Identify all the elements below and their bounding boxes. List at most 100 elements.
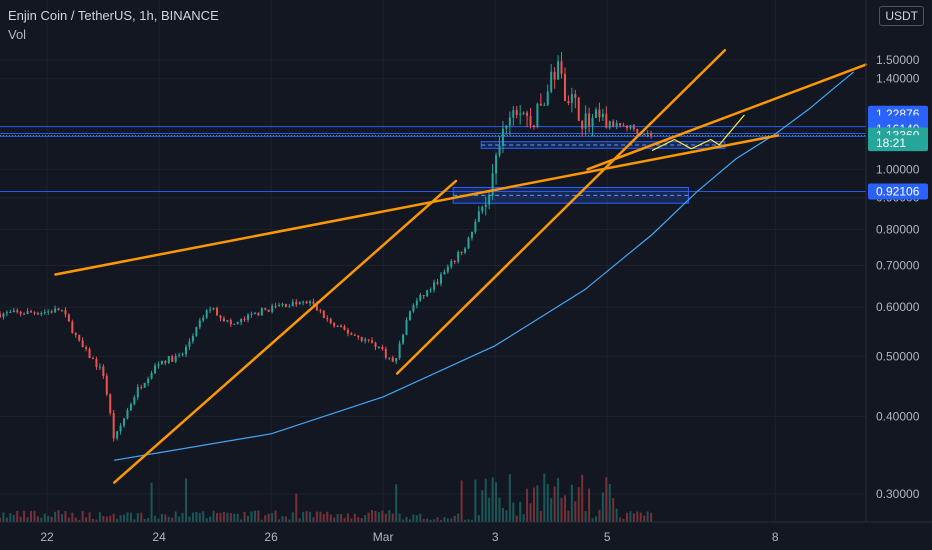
candle-body — [498, 145, 501, 156]
volume-bar — [43, 513, 46, 522]
candle-body — [391, 357, 394, 362]
candle-body — [267, 309, 270, 312]
candle-body — [150, 373, 153, 379]
candle-body — [643, 134, 646, 136]
volume-bar — [650, 512, 653, 522]
volume-bar — [157, 518, 160, 522]
candle-body — [71, 321, 74, 333]
volume-bar — [563, 495, 566, 522]
candle-body — [119, 425, 122, 432]
volume-bar — [381, 510, 384, 522]
candle-body — [315, 304, 318, 311]
volume-bar — [233, 513, 236, 522]
candle-body — [377, 346, 380, 348]
volume-bar — [226, 512, 229, 522]
volume-bar — [477, 515, 480, 522]
candle-body — [457, 251, 460, 262]
volume-bar — [384, 513, 387, 522]
candle-body — [625, 125, 628, 129]
volume-bar — [364, 515, 367, 522]
volume-bar — [529, 503, 532, 522]
volume-bar — [488, 497, 491, 522]
volume-bar — [377, 512, 380, 522]
volume-bar — [309, 511, 312, 522]
candle-body — [19, 311, 22, 314]
currency-button[interactable]: USDT — [879, 6, 924, 26]
candle-body — [191, 336, 194, 342]
volume-indicator-label[interactable]: Vol — [8, 27, 27, 42]
price-labels: 1.228761.185181.183861.171391.161401.133… — [868, 105, 928, 200]
volume-bar — [92, 518, 95, 522]
volume-bar — [54, 511, 57, 522]
candle-body — [601, 113, 604, 118]
candle-body — [247, 314, 250, 320]
candle-body — [178, 354, 181, 356]
volume-bar — [219, 513, 222, 522]
candle-body — [605, 113, 608, 128]
volume-bar — [501, 508, 504, 522]
candle-body — [650, 132, 653, 137]
volume-bar — [274, 510, 277, 522]
trendline — [395, 49, 727, 375]
candle-body — [5, 312, 8, 314]
candle-body — [395, 358, 398, 362]
volume-bar — [164, 514, 167, 522]
volume-bar — [557, 478, 560, 522]
candle-body — [374, 342, 377, 348]
candle-body — [185, 346, 188, 355]
candle-body — [495, 155, 498, 174]
candle-body — [160, 360, 163, 365]
volume-bar — [408, 519, 411, 522]
candle-body — [78, 334, 81, 341]
volume-bar — [181, 512, 184, 522]
time-axis[interactable]: 22 24 26 Mar 3 5 8 — [40, 530, 779, 544]
volume-bar — [615, 508, 618, 522]
candle-body — [278, 305, 281, 307]
volume-bar — [9, 513, 12, 522]
curve-line — [114, 71, 855, 461]
volume-bar — [154, 515, 157, 522]
volume-bar — [622, 518, 625, 522]
candle-body — [9, 312, 12, 314]
volume-bar — [288, 519, 291, 522]
candle-body — [522, 112, 525, 114]
volume-bar — [47, 516, 50, 522]
volume-bar — [229, 512, 232, 522]
candle-body — [329, 319, 332, 324]
volume-bar — [95, 519, 98, 522]
candle-body — [92, 358, 95, 360]
volume-bar — [426, 518, 429, 522]
volume-bar — [588, 488, 591, 522]
volume-bar — [340, 513, 343, 522]
volume-bar — [98, 512, 101, 522]
candle-body — [501, 128, 504, 146]
candle-body — [233, 323, 236, 325]
candle-body — [319, 310, 322, 312]
candle-body — [112, 413, 115, 439]
candle-body — [443, 271, 446, 275]
volume-bar — [336, 513, 339, 522]
candle-body — [350, 333, 353, 335]
volume-bar — [312, 517, 315, 522]
price-tick-label: 0.80000 — [876, 223, 920, 237]
candle-body — [174, 355, 177, 362]
volume-bar — [429, 519, 432, 522]
candle-body — [12, 310, 15, 313]
volume-bar — [284, 516, 287, 522]
volume-bar — [102, 516, 105, 522]
candle-body — [123, 418, 126, 426]
projection-line — [651, 114, 745, 152]
time-tick-label: 3 — [492, 530, 499, 544]
candle-body — [612, 121, 615, 127]
candle-body — [133, 397, 136, 405]
candle-body — [253, 312, 256, 314]
candle-body — [622, 125, 625, 127]
volume-bar — [457, 513, 460, 522]
trendline — [113, 179, 458, 484]
volume-bar — [133, 519, 136, 522]
symbol-title[interactable]: Enjin Coin / TetherUS, 1h, BINANCE — [8, 8, 219, 23]
candle-body — [219, 315, 222, 319]
candle-body — [322, 310, 325, 319]
candle-body — [426, 290, 429, 297]
